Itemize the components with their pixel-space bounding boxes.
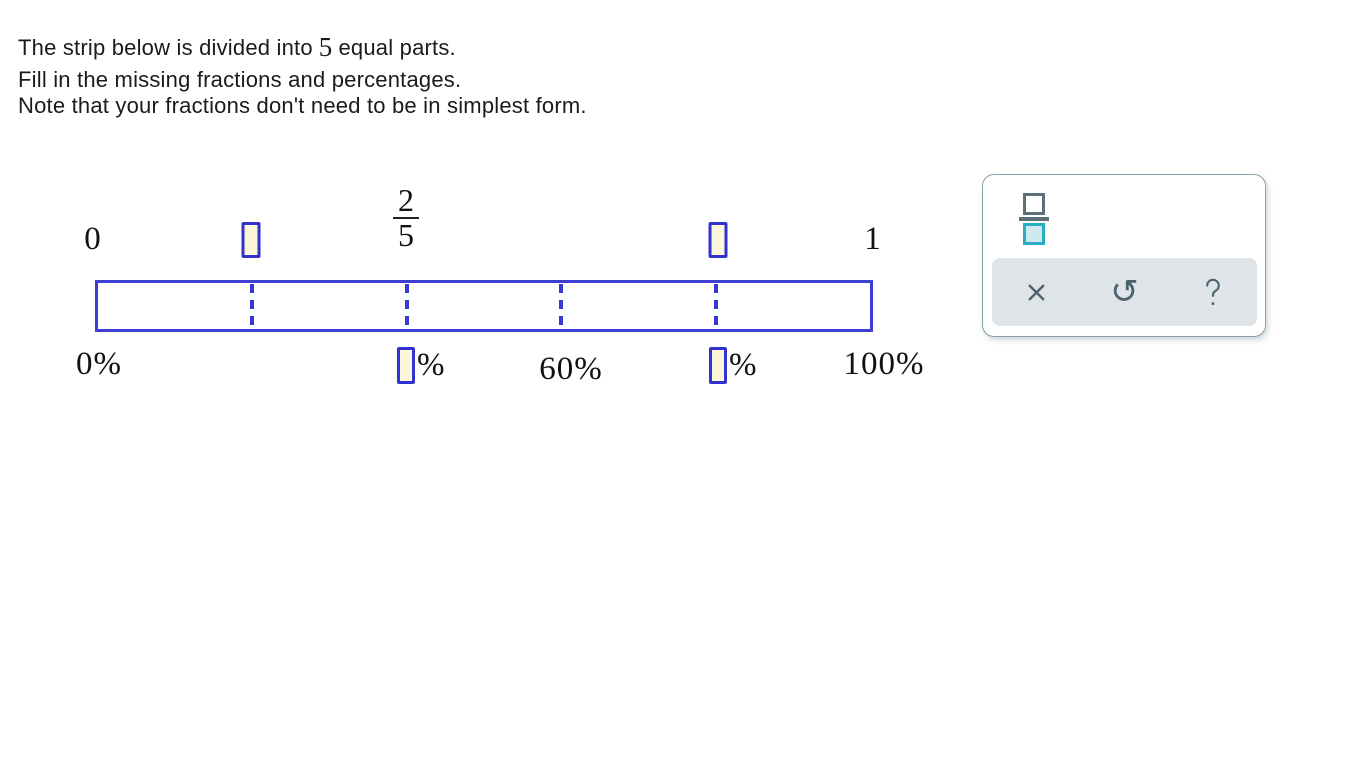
fraction-answer-input-1[interactable] bbox=[241, 222, 261, 258]
close-icon bbox=[1028, 284, 1045, 300]
strip-bottom-label-100pct: 100% bbox=[843, 346, 925, 382]
fraction-icon-numerator-square bbox=[1023, 193, 1045, 215]
percent-answer-input-1[interactable] bbox=[397, 347, 415, 384]
strip-divider-4 bbox=[713, 284, 718, 328]
instructions: The strip below is divided into 5 equal pa… bbox=[18, 34, 587, 119]
strip-top-label-1: 1 bbox=[864, 221, 882, 257]
strip-bottom-label-0pct: 0% bbox=[76, 346, 122, 382]
percent-sign: % bbox=[729, 347, 757, 383]
fraction-denominator: 5 bbox=[398, 217, 414, 253]
parts-count-number: 5 bbox=[318, 32, 333, 62]
strip-bottom-label-60pct: 60% bbox=[539, 351, 603, 387]
percent-answer-group-1: % bbox=[397, 347, 445, 384]
fraction-strip bbox=[95, 280, 873, 332]
undo-icon: ↺ bbox=[1110, 272, 1139, 312]
clear-button[interactable] bbox=[992, 258, 1080, 326]
fraction-icon-denominator-square bbox=[1023, 223, 1045, 245]
instructions-line-1-prefix: The strip below is divided into bbox=[18, 35, 313, 60]
fraction-answer-input-2[interactable] bbox=[708, 222, 728, 258]
fraction-input-tool[interactable] bbox=[1017, 193, 1051, 245]
instructions-line-1: The strip below is divided into 5 equal pa… bbox=[18, 34, 587, 61]
undo-button[interactable]: ↺ bbox=[1080, 258, 1168, 326]
percent-answer-input-2[interactable] bbox=[709, 347, 727, 384]
fraction-icon-bar bbox=[1019, 217, 1049, 221]
strip-divider-2 bbox=[404, 284, 409, 328]
percent-sign: % bbox=[417, 347, 445, 383]
help-button[interactable] bbox=[1169, 258, 1257, 326]
instructions-line-1-suffix: equal parts. bbox=[338, 35, 456, 60]
strip-divider-1 bbox=[250, 284, 255, 328]
strip-divider-3 bbox=[559, 284, 564, 328]
question-mark-icon bbox=[1205, 278, 1220, 305]
instructions-line-2: Fill in the missing fractions and percen… bbox=[18, 67, 462, 92]
strip-top-label-0: 0 bbox=[84, 221, 102, 257]
instructions-line-3: Note that your fractions don't need to b… bbox=[18, 93, 587, 118]
percent-answer-group-2: % bbox=[709, 347, 757, 384]
tool-panel: ↺ bbox=[982, 174, 1266, 337]
fraction-label-2-5: 2 5 bbox=[393, 184, 419, 252]
toolbar: ↺ bbox=[992, 258, 1257, 326]
fraction-numerator: 2 bbox=[393, 184, 419, 219]
